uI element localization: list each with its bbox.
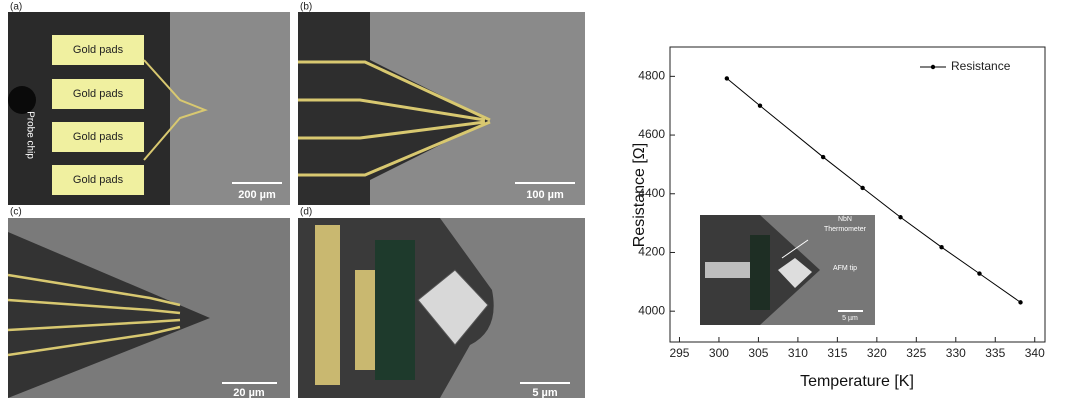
x-tick-label: 340 [1025,346,1045,360]
inset-trace [705,262,750,278]
y-tick-label: 4400 [638,186,665,200]
x-tick-label: 325 [906,346,926,360]
pad-label: Gold pads [73,44,124,56]
inset-label: Thermometer [824,226,867,233]
x-tick-label: 295 [669,346,689,360]
x-tick-label: 315 [827,346,847,360]
thermometer [375,240,415,380]
x-tick-label: 330 [946,346,966,360]
page: (a) Gold pads Gold pads Gold pads Gold p… [0,0,1065,403]
y-tick-label: 4000 [638,303,665,317]
scale-bar [515,182,575,184]
y-tick-label: 4200 [638,245,665,259]
y-tick-label: 4800 [638,69,665,83]
pad-label: Gold pads [73,88,124,100]
x-tick-label: 300 [709,346,729,360]
scale-label: 5 µm [532,387,558,398]
inset-thermometer [750,235,770,310]
panel-label: (d) [300,207,312,218]
scale-label: 200 µm [238,189,276,201]
data-point [758,104,762,108]
panel-label: (c) [10,207,22,218]
data-point [860,186,864,190]
inset-scale-label: 5 µm [842,315,858,322]
scale-bar [232,182,282,184]
data-point [939,245,943,249]
inset-label: NbN [838,216,852,223]
inset-scale-bar [838,310,863,312]
hole [8,86,36,114]
panel-label: (b) [300,2,312,13]
legend-marker [931,65,935,69]
pad-label: Gold pads [73,131,124,143]
chip-label: Probe chip [24,111,35,159]
x-tick-label: 335 [985,346,1005,360]
x-tick-label: 305 [748,346,768,360]
legend-label: Resistance [951,59,1011,73]
x-axis-label: Temperature [K] [800,373,914,390]
panel-label: (a) [10,2,22,13]
gold-trace [315,225,340,385]
data-point [977,271,981,275]
substrate [170,12,290,205]
scale-bar [520,382,570,384]
figure: (a) Gold pads Gold pads Gold pads Gold p… [0,0,1065,398]
scale-label: 20 µm [233,387,265,398]
x-tick-label: 320 [867,346,887,360]
scale-label: 100 µm [526,189,564,201]
inset-label: AFM tip [833,265,857,272]
data-point [898,215,902,219]
scale-bar [222,382,277,384]
pad-label: Gold pads [73,174,124,186]
data-point [821,155,825,159]
y-tick-label: 4600 [638,127,665,141]
x-tick-label: 310 [788,346,808,360]
data-point [1018,300,1022,304]
data-point [725,76,729,80]
gold-trace [355,270,375,370]
